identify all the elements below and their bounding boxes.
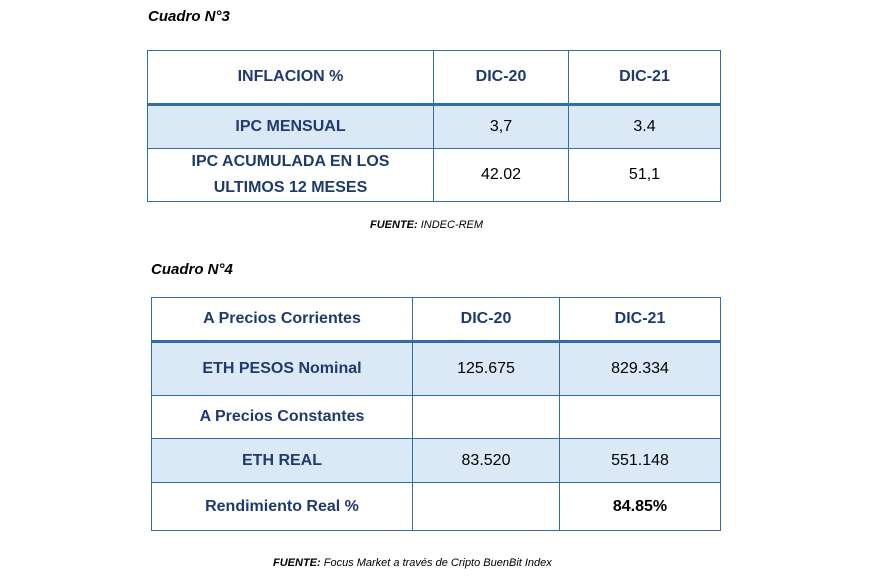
table-header-row: INFLACION % DIC-20 DIC-21 — [147, 50, 721, 106]
table-row: IPC ACUMULADA EN LOS ULTIMOS 12 MESES 42… — [147, 148, 721, 202]
table-cell: 3,7 — [433, 104, 569, 149]
header-cell: DIC-20 — [412, 297, 560, 343]
source-text: INDEC-REM — [417, 219, 484, 231]
row-label: IPC MENSUAL — [147, 104, 434, 149]
row-label: A Precios Constantes — [151, 395, 413, 439]
table-row: A Precios Constantes — [151, 395, 721, 439]
table3-caption: Cuadro N°3 — [148, 8, 230, 25]
header-cell: DIC-20 — [433, 50, 569, 106]
table-header-row: A Precios Corrientes DIC-20 DIC-21 — [151, 297, 721, 343]
header-cell: A Precios Corrientes — [151, 297, 413, 343]
table-cell: 84.85% — [559, 482, 721, 531]
table-cell: 829.334 — [559, 341, 721, 396]
header-cell: INFLACION % — [147, 50, 434, 106]
eth-table: A Precios Corrientes DIC-20 DIC-21 ETH P… — [151, 297, 721, 531]
table-cell: 125.675 — [412, 341, 560, 396]
row-label: Rendimiento Real % — [151, 482, 413, 531]
table-cell — [412, 395, 560, 439]
table4-caption: Cuadro N°4 — [151, 261, 233, 278]
source-text: Focus Market a través de Cripto BuenBit … — [320, 557, 552, 569]
table-cell: 51,1 — [568, 148, 721, 202]
header-cell: DIC-21 — [559, 297, 721, 343]
table-row: Rendimiento Real % 84.85% — [151, 482, 721, 531]
inflation-table: INFLACION % DIC-20 DIC-21 IPC MENSUAL 3,… — [147, 50, 721, 202]
table-cell — [559, 395, 721, 439]
header-cell: DIC-21 — [568, 50, 721, 106]
table-cell: 3.4 — [568, 104, 721, 149]
table-row: IPC MENSUAL 3,7 3.4 — [147, 104, 721, 149]
source-label: FUENTE: — [370, 219, 418, 231]
table-cell: 551.148 — [559, 438, 721, 483]
row-label: ETH PESOS Nominal — [151, 341, 413, 396]
table3-source: FUENTE: INDEC-REM — [370, 219, 483, 231]
table-row: ETH REAL 83.520 551.148 — [151, 438, 721, 483]
source-label: FUENTE: — [273, 557, 321, 569]
row-label: IPC ACUMULADA EN LOS ULTIMOS 12 MESES — [147, 148, 434, 202]
row-label: ETH REAL — [151, 438, 413, 483]
table-row: ETH PESOS Nominal 125.675 829.334 — [151, 341, 721, 396]
table-cell — [412, 482, 560, 531]
table-cell: 83.520 — [412, 438, 560, 483]
table4-source: FUENTE: Focus Market a través de Cripto … — [273, 557, 552, 569]
table-cell: 42.02 — [433, 148, 569, 202]
